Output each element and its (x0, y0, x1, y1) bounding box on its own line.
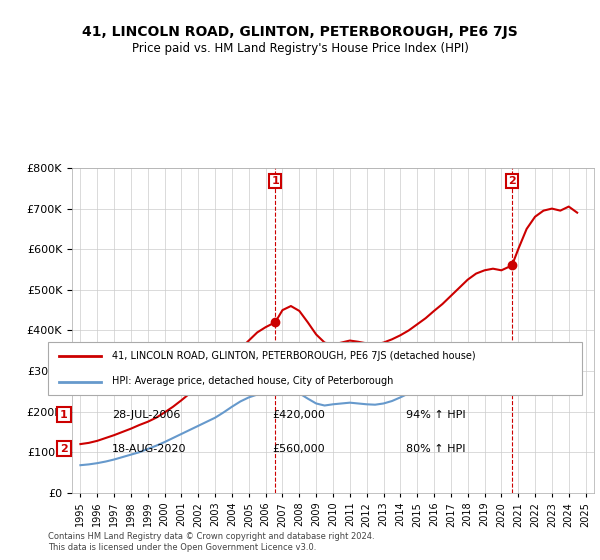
Text: 1: 1 (60, 409, 68, 419)
Text: Contains HM Land Registry data © Crown copyright and database right 2024.
This d: Contains HM Land Registry data © Crown c… (48, 532, 374, 552)
Text: 2: 2 (60, 444, 68, 454)
Text: 41, LINCOLN ROAD, GLINTON, PETERBOROUGH, PE6 7JS: 41, LINCOLN ROAD, GLINTON, PETERBOROUGH,… (82, 25, 518, 39)
Text: HPI: Average price, detached house, City of Peterborough: HPI: Average price, detached house, City… (112, 376, 394, 386)
Text: Price paid vs. HM Land Registry's House Price Index (HPI): Price paid vs. HM Land Registry's House … (131, 42, 469, 55)
Text: 18-AUG-2020: 18-AUG-2020 (112, 444, 187, 454)
Text: 94% ↑ HPI: 94% ↑ HPI (406, 409, 466, 419)
Text: 41, LINCOLN ROAD, GLINTON, PETERBOROUGH, PE6 7JS (detached house): 41, LINCOLN ROAD, GLINTON, PETERBOROUGH,… (112, 352, 476, 362)
Text: £560,000: £560,000 (272, 444, 325, 454)
Text: 28-JUL-2006: 28-JUL-2006 (112, 409, 181, 419)
FancyBboxPatch shape (48, 342, 582, 395)
Text: 80% ↑ HPI: 80% ↑ HPI (406, 444, 465, 454)
Text: £420,000: £420,000 (272, 409, 325, 419)
Text: 2: 2 (508, 176, 516, 186)
Text: 1: 1 (271, 176, 279, 186)
